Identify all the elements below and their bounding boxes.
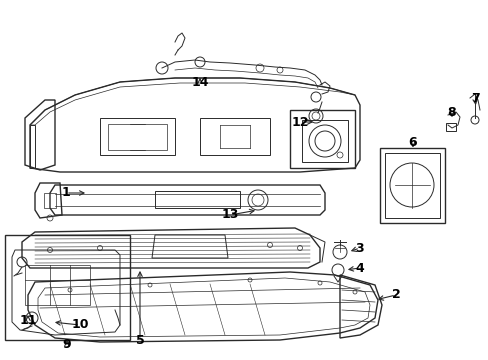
Text: 13: 13: [221, 208, 238, 221]
Text: 10: 10: [71, 319, 88, 332]
Text: 8: 8: [447, 105, 455, 118]
Text: 14: 14: [191, 76, 208, 89]
Text: 9: 9: [62, 338, 71, 351]
Text: 3: 3: [355, 242, 364, 255]
Text: 11: 11: [19, 314, 37, 327]
Text: 12: 12: [291, 116, 308, 129]
Text: 5: 5: [135, 333, 144, 346]
Text: 7: 7: [469, 91, 478, 104]
Text: 1: 1: [61, 186, 70, 199]
Text: 2: 2: [391, 288, 400, 302]
Text: 4: 4: [355, 261, 364, 274]
Text: 6: 6: [408, 136, 416, 149]
